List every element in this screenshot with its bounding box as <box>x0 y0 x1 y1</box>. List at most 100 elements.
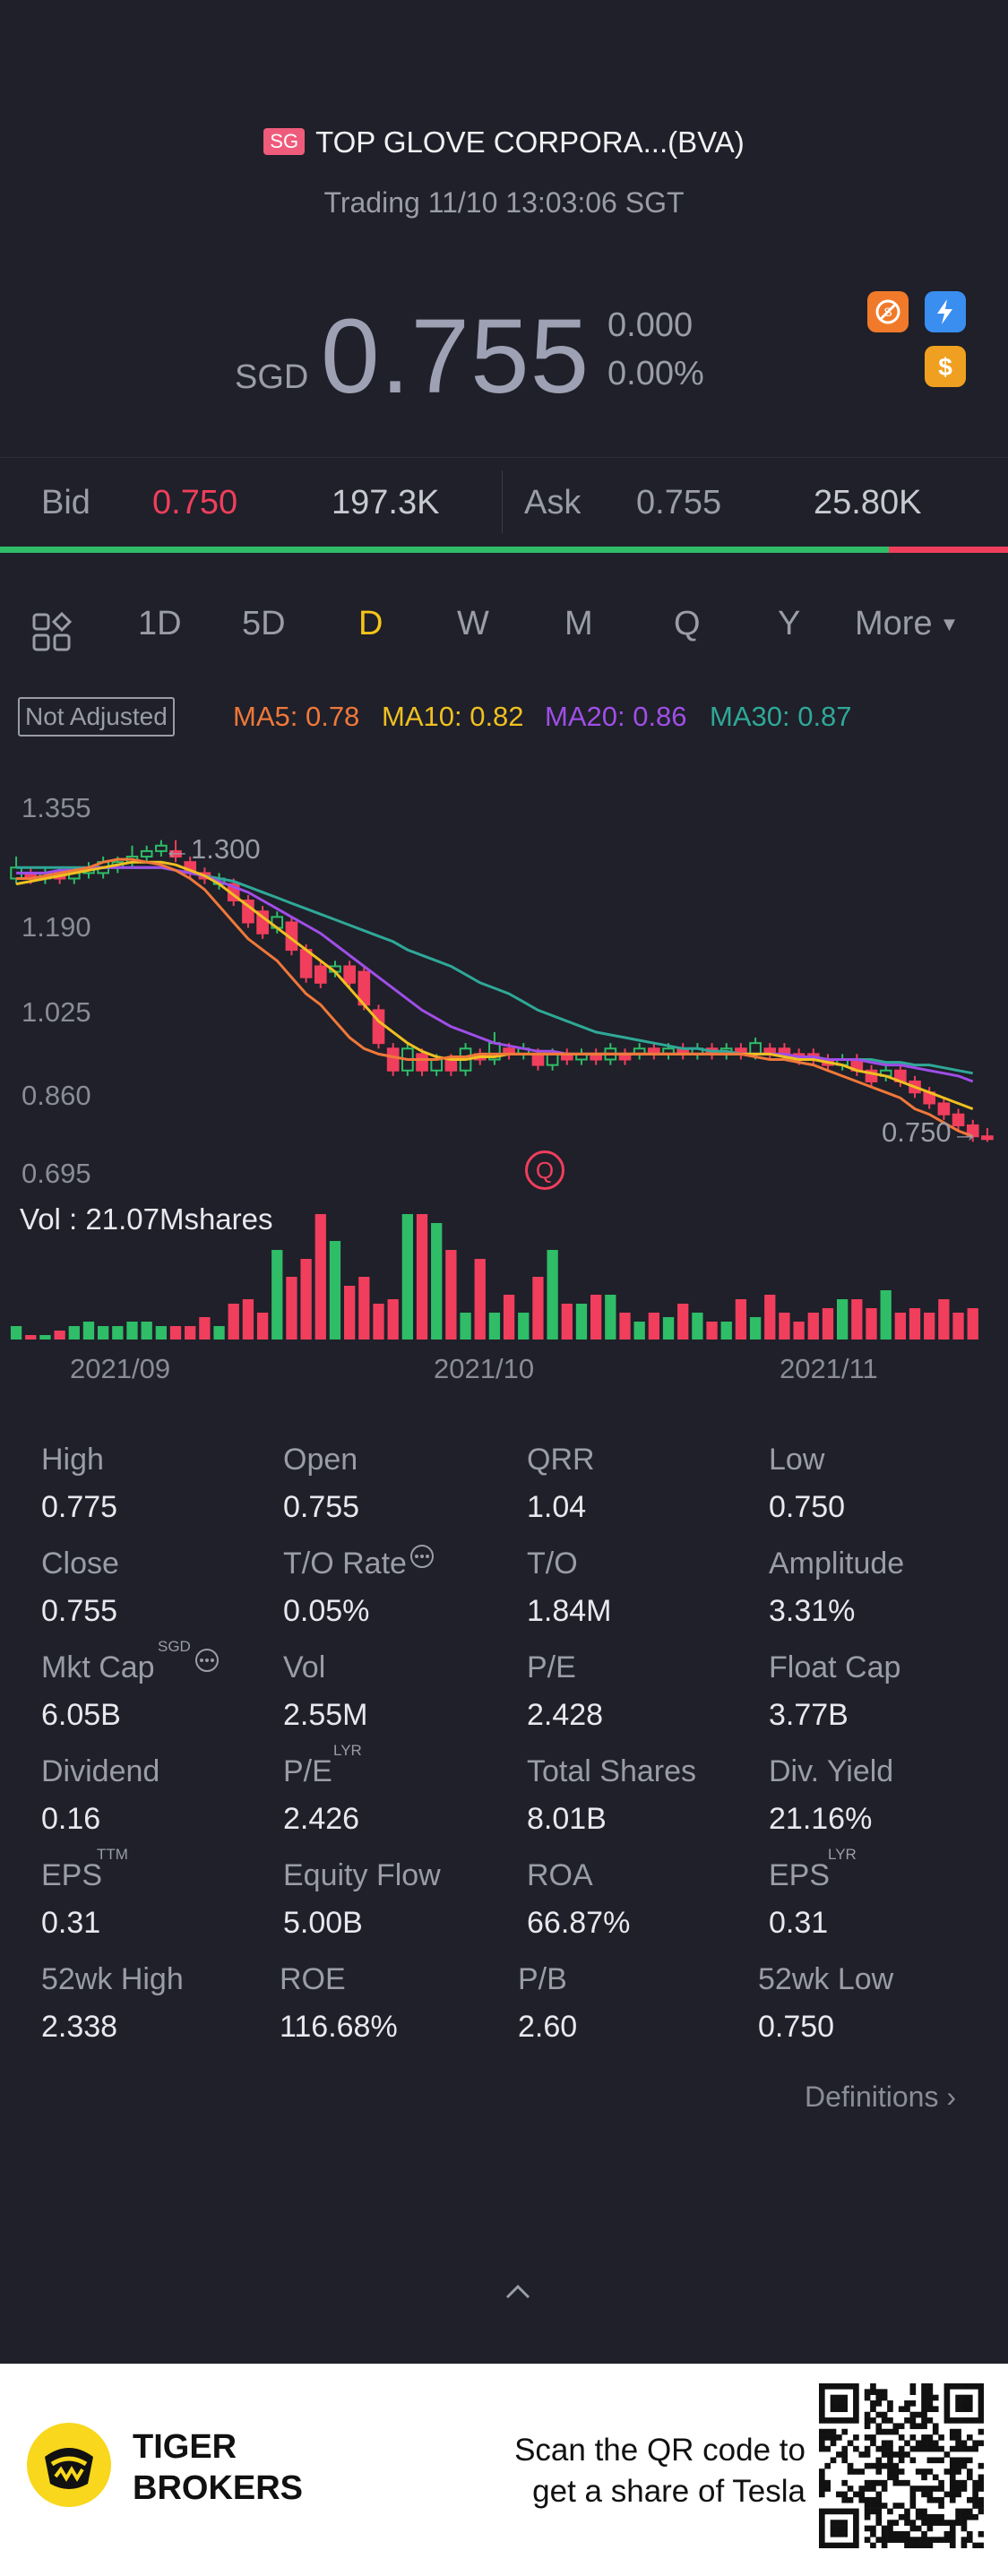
qr-module <box>926 2513 934 2520</box>
qr-module <box>915 2411 922 2418</box>
qr-module <box>864 2537 871 2543</box>
candlestick-chart[interactable] <box>0 771 1008 1362</box>
not-adjusted-toggle[interactable]: Not Adjusted <box>18 697 175 737</box>
qr-module <box>870 2503 876 2509</box>
volume-bar <box>460 1313 471 1340</box>
tab-5d[interactable]: 5D <box>242 605 286 642</box>
volume-bar <box>169 1326 182 1340</box>
qr-module <box>961 2440 968 2447</box>
qr-module <box>949 2428 956 2435</box>
info-icon[interactable] <box>409 1543 435 1574</box>
no-shorting-icon[interactable]: S <box>867 291 909 332</box>
flash-icon[interactable] <box>925 291 966 332</box>
qr-module <box>870 2462 876 2469</box>
qr-finder-module <box>824 2383 831 2390</box>
qr-module <box>881 2479 888 2486</box>
qr-finder-module <box>943 2406 951 2413</box>
qr-module <box>932 2513 939 2520</box>
qr-finder-module <box>943 2394 951 2401</box>
qr-finder-module <box>853 2513 859 2520</box>
qr-module <box>904 2417 910 2424</box>
qr-module <box>932 2496 939 2503</box>
volume-bar <box>518 1313 530 1340</box>
qr-finder-module <box>853 2530 859 2537</box>
qr-module <box>915 2423 922 2430</box>
qr-finder-module <box>943 2417 951 2424</box>
qr-finder-module <box>853 2411 859 2418</box>
qr-module <box>978 2428 984 2435</box>
qr-module <box>966 2508 973 2515</box>
volume-label: Vol : 21.07Mshares <box>20 1202 273 1236</box>
qr-module <box>949 2525 956 2532</box>
qr-module <box>921 2417 927 2424</box>
qr-finder-module <box>943 2411 951 2418</box>
qr-module <box>909 2525 917 2532</box>
chevron-up-icon[interactable] <box>504 2283 532 2305</box>
tab-m[interactable]: M <box>564 605 593 642</box>
volume-bar <box>605 1295 616 1340</box>
qr-module <box>972 2440 978 2447</box>
qr-module <box>921 2400 927 2407</box>
candle-down <box>386 1047 400 1072</box>
qr-module <box>926 2525 934 2532</box>
layout-grid-icon[interactable] <box>30 611 73 659</box>
mkt-cap-currency-sup: SGD <box>158 1638 191 1655</box>
qr-module <box>904 2406 910 2413</box>
qr-finder-module <box>841 2542 849 2548</box>
tab-w[interactable]: W <box>457 605 489 642</box>
tab-more[interactable]: More ▼ <box>855 605 959 643</box>
qr-finder-module <box>978 2417 984 2424</box>
qr-module <box>921 2406 927 2413</box>
qr-finder-module <box>819 2417 825 2424</box>
candle-down <box>531 1053 545 1066</box>
tab-y[interactable]: Y <box>778 605 801 642</box>
tab-q[interactable]: Q <box>674 605 701 642</box>
qr-finder-module <box>949 2417 956 2424</box>
qr-module <box>926 2440 934 2447</box>
definitions-link[interactable]: Definitions › <box>805 2081 956 2114</box>
qr-module <box>921 2389 927 2395</box>
qr-finder-module <box>836 2530 842 2537</box>
qr-finder-module <box>853 2520 859 2526</box>
volume-bar <box>431 1223 443 1340</box>
earnings-event-marker[interactable]: Q <box>525 1150 564 1190</box>
bid-price[interactable]: 0.750 <box>152 484 238 521</box>
qr-module <box>932 2520 939 2526</box>
qr-finder-module <box>966 2400 973 2407</box>
qr-module <box>926 2520 934 2526</box>
qr-module <box>875 2508 883 2515</box>
qr-module <box>966 2530 973 2537</box>
qr-module <box>892 2537 900 2543</box>
qr-finder-module <box>819 2406 825 2413</box>
qr-module <box>841 2479 849 2486</box>
qr-module <box>909 2400 917 2407</box>
info-icon[interactable] <box>194 1647 220 1678</box>
qr-module <box>915 2508 922 2515</box>
qr-module <box>819 2445 825 2452</box>
qr-module <box>966 2537 973 2543</box>
qr-finder-module <box>841 2383 849 2390</box>
stat-label: QRR <box>527 1443 595 1477</box>
volume-bar <box>706 1322 718 1340</box>
qr-module <box>978 2440 984 2447</box>
ask-price[interactable]: 0.755 <box>636 484 722 521</box>
volume-bar <box>314 1214 326 1340</box>
qr-module <box>892 2503 900 2509</box>
qr-module <box>824 2486 831 2492</box>
tab-1d[interactable]: 1D <box>138 605 182 642</box>
stat-label: High <box>41 1443 104 1477</box>
qr-module <box>870 2530 876 2537</box>
qr-module <box>875 2520 883 2526</box>
svg-text:$: $ <box>938 353 952 381</box>
volume-bar <box>10 1326 22 1340</box>
qr-module <box>961 2486 968 2492</box>
qr-module <box>875 2394 883 2401</box>
qr-module <box>955 2468 961 2475</box>
qr-code[interactable] <box>819 2383 984 2548</box>
tab-d[interactable]: D <box>358 605 383 642</box>
qr-module <box>966 2457 973 2464</box>
dollar-icon[interactable]: $ <box>925 346 966 387</box>
stat-value: 0.755 <box>283 1490 360 1524</box>
volume-bar <box>155 1326 167 1340</box>
qr-module <box>961 2445 968 2452</box>
